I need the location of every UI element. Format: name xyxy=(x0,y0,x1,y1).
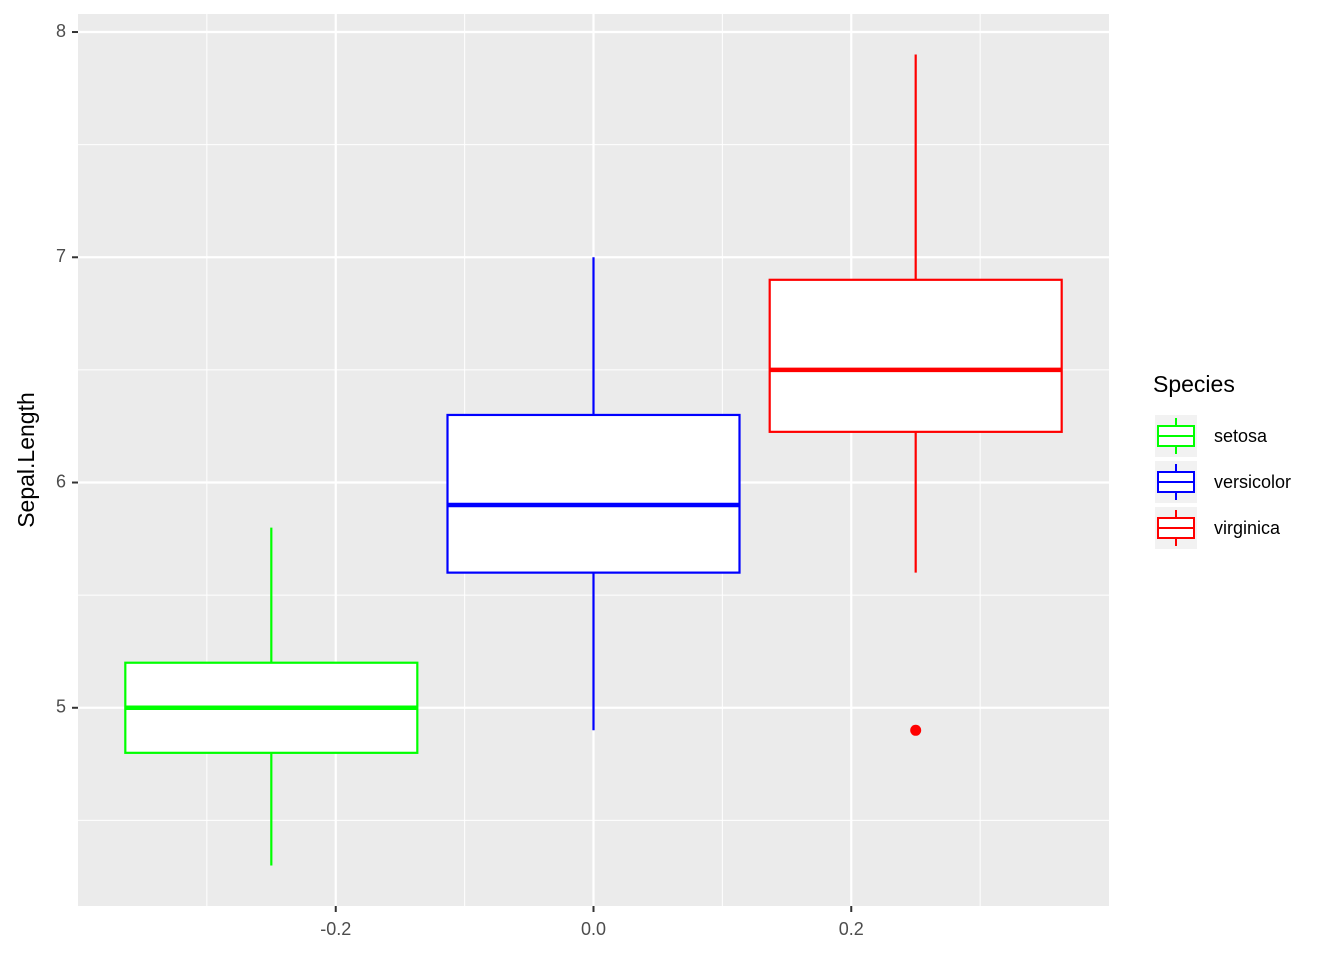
y-axis-label: Sepal.Length xyxy=(13,392,39,528)
y-tick-label: 7 xyxy=(56,246,66,266)
y-tick-label: 6 xyxy=(56,471,66,491)
x-tick-label: 0.2 xyxy=(839,919,864,939)
legend-label: setosa xyxy=(1214,426,1268,446)
x-tick-label: -0.2 xyxy=(320,919,351,939)
legend-title: Species xyxy=(1153,371,1235,397)
outlier xyxy=(910,724,922,736)
x-tick-label: 0.0 xyxy=(581,919,606,939)
box xyxy=(446,413,741,574)
y-tick-label: 8 xyxy=(56,21,66,41)
legend-label: virginica xyxy=(1214,518,1281,538)
legend-label: versicolor xyxy=(1214,472,1291,492)
box xyxy=(768,278,1063,433)
y-tick-label: 5 xyxy=(56,697,66,717)
